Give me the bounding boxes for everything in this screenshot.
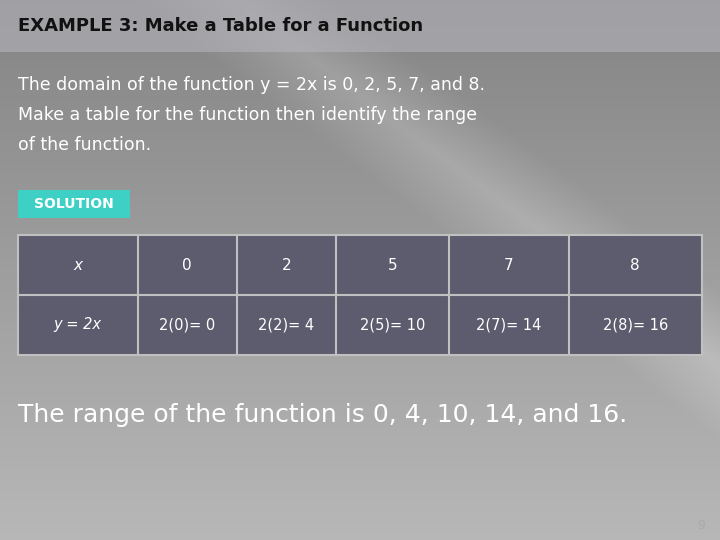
Text: y = 2x: y = 2x — [54, 318, 102, 333]
Text: SOLUTION: SOLUTION — [34, 197, 114, 211]
Text: x: x — [73, 258, 82, 273]
Text: The range of the function is 0, 4, 10, 14, and 16.: The range of the function is 0, 4, 10, 1… — [18, 403, 627, 427]
Text: of the function.: of the function. — [18, 136, 151, 154]
Text: 2(2)= 4: 2(2)= 4 — [258, 318, 315, 333]
Text: 2(8)= 16: 2(8)= 16 — [603, 318, 668, 333]
FancyBboxPatch shape — [0, 0, 720, 52]
Text: Make a table for the function then identify the range: Make a table for the function then ident… — [18, 106, 477, 124]
FancyBboxPatch shape — [18, 235, 702, 355]
Text: 9: 9 — [697, 519, 705, 532]
Text: 5: 5 — [387, 258, 397, 273]
Text: 7: 7 — [504, 258, 513, 273]
Text: EXAMPLE 3: Make a Table for a Function: EXAMPLE 3: Make a Table for a Function — [18, 17, 423, 35]
Text: 8: 8 — [631, 258, 640, 273]
Text: 2(7)= 14: 2(7)= 14 — [476, 318, 541, 333]
Text: 0: 0 — [182, 258, 192, 273]
Text: The domain of the function y = 2x is 0, 2, 5, 7, and 8.: The domain of the function y = 2x is 0, … — [18, 76, 485, 94]
Text: 2(5)= 10: 2(5)= 10 — [360, 318, 426, 333]
Text: 2: 2 — [282, 258, 292, 273]
FancyBboxPatch shape — [18, 190, 130, 218]
Text: 2(0)= 0: 2(0)= 0 — [159, 318, 215, 333]
